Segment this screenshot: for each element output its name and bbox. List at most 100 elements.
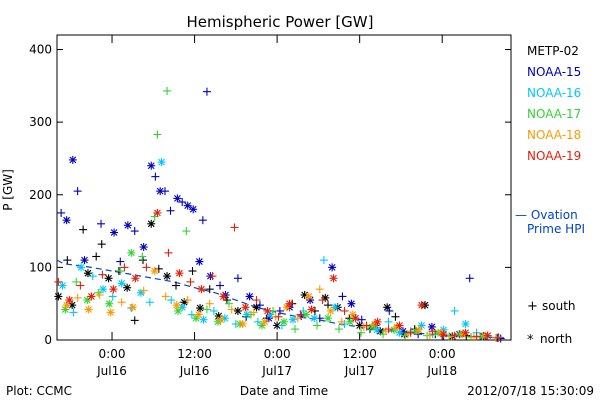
north-point-marker [191,314,200,323]
north-point-marker [77,263,86,272]
south-point-marker [425,331,434,340]
north-point-marker [417,301,426,310]
y-tick-label: 300 [29,115,52,129]
footer-timestamp: 2012/07/18 15:30:09 [467,384,594,398]
north-point-marker [245,292,254,301]
north-point-marker [197,285,206,294]
north-point-marker [288,315,297,324]
plot-frame [56,34,512,341]
south-point-marker [160,187,169,196]
north-point-marker [128,303,137,312]
south-point-marker [117,298,126,307]
legend-north-symbol: * [527,333,534,348]
north-point-marker [163,272,172,281]
south-point-marker [187,310,196,319]
south-point-marker [255,301,264,310]
north-point-marker [139,243,148,252]
north-point-marker [326,306,335,315]
legend-entry-noaa-17: NOAA-17 [527,107,581,121]
south-point-marker [166,206,175,215]
south-point-marker [208,272,217,281]
x-tick-time-label: 0:00 [429,347,456,361]
chart-title: Hemispheric Power [GW] [187,13,374,31]
south-point-marker [362,321,371,330]
x-tick-date-label: Jul18 [426,364,457,378]
north-point-marker [172,301,181,310]
legend-entry-noaa-15: NOAA-15 [527,65,581,79]
south-point-marker [188,267,197,276]
north-point-marker [153,208,162,217]
south-point-marker [230,223,239,232]
north-point-marker [62,216,71,225]
legend-south-label: south [542,299,576,313]
south-point-marker [335,325,344,334]
north-point-marker [109,285,118,294]
north-point-marker [189,205,198,214]
north-point-marker [439,330,448,339]
south-point-marker [142,263,151,272]
south-point-marker [54,277,63,286]
south-point-marker [120,263,129,272]
south-point-marker [95,290,104,299]
south-point-marker [97,219,106,228]
north-point-marker [324,314,333,323]
south-point-marker [172,281,181,290]
south-point-marker [183,296,192,305]
north-point-marker [196,304,205,313]
north-point-marker [104,274,113,283]
south-point-marker [79,225,88,234]
footer-plot-credit: Plot: CCMC [6,384,72,398]
south-point-marker [138,256,147,265]
south-point-marker [88,272,97,281]
north-point-marker [68,155,77,164]
north-point-marker [173,194,182,203]
north-point-marker [461,320,470,329]
legend: METP-02 NOAA-15 NOAA-16 NOAA-17 NOAA-18 NOAA-… [515,44,585,348]
north-point-marker [280,317,288,326]
south-point-marker [145,298,154,307]
south-point-marker [205,285,214,294]
north-point-marker [414,325,423,334]
south-point-marker [94,288,103,297]
x-tick-time-label: 0:00 [264,347,291,361]
y-axis-ticks: 0 100 200 300 400 [29,43,511,347]
south-point-marker [274,312,283,321]
north-point-marker [127,248,136,257]
south-point-marker [338,292,347,301]
legend-entry-noaa-18: NOAA-18 [527,128,581,142]
south-point-marker [73,293,82,302]
ovation-hpi-line [56,259,505,339]
north-point-marker [54,292,63,301]
north-point-marker [346,317,355,326]
north-point-marker [282,303,291,312]
legend-entry-metp-02: METP-02 [527,44,579,58]
south-point-marker [202,87,211,96]
north-point-marker [351,314,360,323]
south-point-marker [318,296,327,305]
south-point-marker [138,252,147,261]
data-points [54,86,505,343]
south-point-marker [391,312,400,321]
south-point-marker [186,277,195,286]
north-point-marker [417,321,426,330]
south-point-marker [116,257,125,266]
x-tick-date-label: Jul16 [96,364,127,378]
legend-entry-noaa-16: NOAA-16 [527,86,581,100]
south-point-marker [450,331,459,340]
x-axis-ticks: 0:00 Jul16 12:00 Jul16 0:00 Jul17 12:00 Jul17 0:… [96,35,457,378]
south-point-marker [337,317,346,326]
south-point-marker [291,325,300,334]
north-point-marker [427,322,436,331]
south-point-marker [153,130,162,139]
y-tick-label: 400 [29,43,52,57]
south-point-marker [296,310,305,319]
south-point-marker [72,277,81,286]
north-point-marker [395,321,404,330]
north-point-marker [328,263,337,272]
north-point-marker [157,158,166,167]
south-point-marker [313,321,322,330]
south-point-marker [130,316,139,325]
north-point-marker [233,306,242,315]
north-point-marker [99,285,108,294]
x-tick-time-label: 12:00 [342,347,377,361]
